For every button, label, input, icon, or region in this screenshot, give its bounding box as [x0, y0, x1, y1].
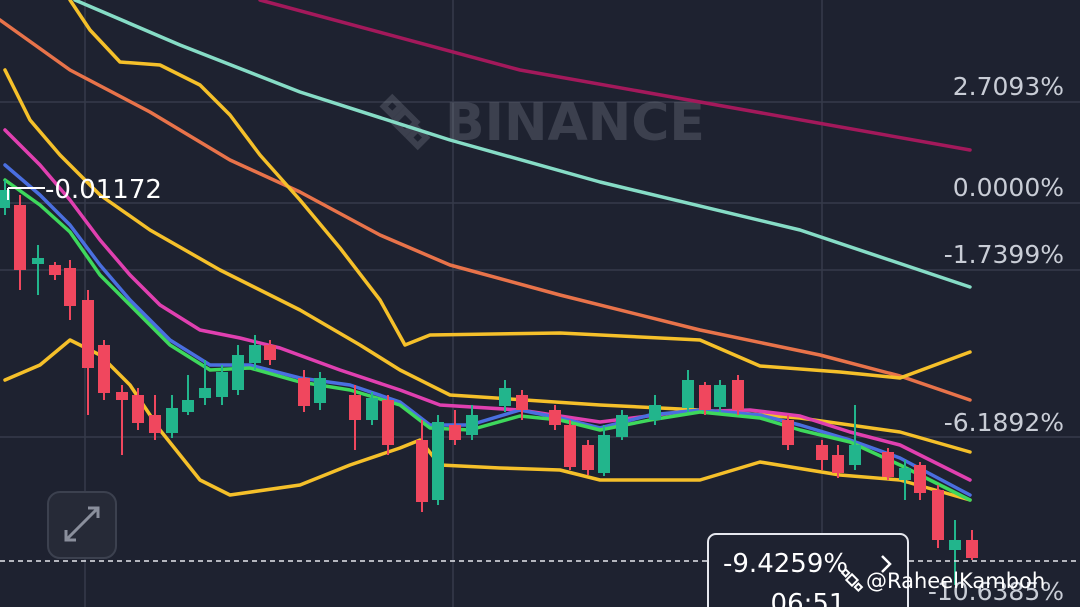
- candle: [582, 445, 594, 470]
- candle: [914, 465, 926, 493]
- candle: [149, 415, 161, 433]
- candle: [264, 345, 276, 360]
- candle: [349, 395, 361, 420]
- candle: [549, 410, 561, 425]
- candle: [14, 205, 26, 270]
- candle: [166, 408, 178, 433]
- price-change: -9.4259%: [723, 549, 848, 579]
- candle: [899, 468, 911, 480]
- candle: [882, 452, 894, 477]
- candle: [449, 425, 461, 440]
- candle: [949, 540, 961, 550]
- candle: [49, 265, 61, 275]
- candle: [199, 388, 211, 398]
- price-axis: 2.7093% 0.0000% -1.7399% -6.1892% -10.63…: [928, 72, 1064, 606]
- axis-label: -1.7399%: [944, 240, 1064, 269]
- ma-line: [3, 178, 972, 502]
- candle: [366, 398, 378, 420]
- ma-line: [3, 128, 972, 482]
- candle: [298, 378, 310, 406]
- credit: @RaheelKamboh: [840, 567, 1045, 593]
- fullscreen-button[interactable]: [47, 491, 117, 559]
- candle: [699, 385, 711, 410]
- candle: [314, 378, 326, 403]
- indicator-lines: [0, 0, 972, 502]
- candle: [682, 380, 694, 408]
- candle: [616, 415, 628, 437]
- marker-label: -0.01172: [45, 175, 162, 205]
- candle: [32, 258, 44, 264]
- candle: [232, 355, 244, 390]
- candle: [732, 380, 744, 410]
- candle: [832, 455, 844, 473]
- ma-line: [0, 18, 972, 402]
- ma-line: [258, 0, 972, 152]
- candles: [0, 180, 978, 585]
- candle: [0, 190, 10, 208]
- candle: [182, 400, 194, 412]
- candle: [249, 345, 261, 363]
- countdown: 06:51: [771, 589, 846, 607]
- price-tag[interactable]: -9.4259% 06:51: [707, 533, 909, 607]
- candle: [132, 395, 144, 423]
- candle: [216, 372, 228, 397]
- high-marker: -0.01172: [7, 175, 162, 205]
- candle: [782, 420, 794, 445]
- credit-text: @RaheelKamboh: [866, 569, 1045, 593]
- watermark-text: BINANCE: [445, 93, 705, 153]
- candle: [598, 435, 610, 473]
- candle: [64, 268, 76, 306]
- candle: [382, 400, 394, 445]
- candle: [98, 345, 110, 393]
- candle: [849, 445, 861, 465]
- ma-line: [73, 0, 972, 289]
- axis-label: 0.0000%: [953, 173, 1064, 202]
- candle: [432, 422, 444, 500]
- candle: [466, 415, 478, 435]
- candle: [966, 540, 978, 558]
- candle: [816, 445, 828, 460]
- band-line: [68, 0, 972, 380]
- candle: [516, 395, 528, 410]
- candle: [932, 490, 944, 540]
- ma-line: [3, 163, 972, 497]
- candle: [649, 405, 661, 420]
- candle: [714, 385, 726, 407]
- candle: [416, 440, 428, 502]
- candle: [564, 425, 576, 467]
- watermark: BINANCE: [379, 93, 705, 153]
- axis-label: 2.7093%: [953, 72, 1064, 101]
- candle: [82, 300, 94, 368]
- candle: [499, 388, 511, 406]
- axis-label: -6.1892%: [944, 408, 1064, 437]
- candle: [116, 392, 128, 400]
- axis-label: -10.6385%: [928, 577, 1064, 606]
